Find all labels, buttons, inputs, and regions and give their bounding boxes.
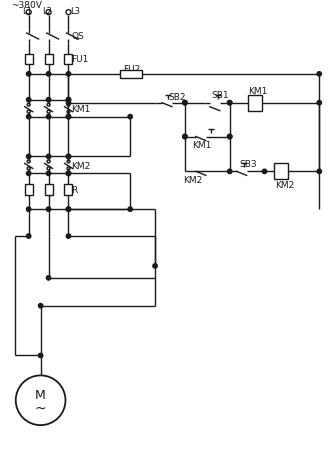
Circle shape — [27, 234, 31, 239]
Bar — [25, 55, 33, 65]
Circle shape — [128, 115, 132, 120]
Circle shape — [317, 170, 321, 174]
Circle shape — [46, 276, 51, 280]
Bar — [45, 185, 53, 196]
Text: L2: L2 — [42, 7, 52, 15]
Text: R: R — [72, 185, 78, 194]
Text: FU2: FU2 — [123, 65, 141, 74]
Circle shape — [183, 101, 187, 106]
Circle shape — [317, 101, 321, 106]
Bar — [25, 185, 33, 196]
Text: ~380V: ~380V — [11, 0, 42, 10]
Circle shape — [27, 155, 31, 159]
Circle shape — [317, 72, 321, 77]
Circle shape — [66, 207, 71, 212]
Bar — [45, 55, 53, 65]
Bar — [65, 55, 73, 65]
Circle shape — [227, 170, 232, 174]
Circle shape — [46, 207, 51, 212]
Circle shape — [227, 135, 232, 139]
Text: L3: L3 — [71, 7, 81, 15]
Circle shape — [46, 115, 51, 120]
Text: KM1: KM1 — [192, 141, 211, 150]
Bar — [248, 96, 261, 111]
Circle shape — [66, 98, 71, 103]
Bar — [120, 71, 142, 79]
Text: KM1: KM1 — [249, 87, 268, 96]
Circle shape — [227, 101, 232, 106]
Circle shape — [66, 155, 71, 159]
Circle shape — [27, 172, 31, 176]
Text: SB1: SB1 — [212, 91, 229, 100]
Circle shape — [227, 101, 232, 106]
Text: FU1: FU1 — [72, 56, 89, 64]
Circle shape — [66, 115, 71, 120]
Circle shape — [27, 72, 31, 77]
Text: SB3: SB3 — [240, 160, 257, 168]
Circle shape — [183, 101, 187, 106]
Circle shape — [66, 101, 71, 106]
Circle shape — [183, 135, 187, 139]
Circle shape — [46, 172, 51, 176]
Circle shape — [46, 98, 51, 103]
Circle shape — [66, 98, 71, 103]
Circle shape — [66, 207, 71, 212]
Text: KM1: KM1 — [72, 105, 91, 114]
Circle shape — [66, 155, 71, 159]
Circle shape — [38, 354, 43, 358]
Text: KM2: KM2 — [72, 162, 91, 171]
Circle shape — [46, 72, 51, 77]
Circle shape — [27, 115, 31, 120]
Text: QS: QS — [72, 31, 84, 40]
Circle shape — [227, 135, 232, 139]
Bar — [65, 185, 73, 196]
Text: SB2: SB2 — [168, 93, 185, 102]
Text: L1: L1 — [22, 7, 32, 15]
Text: M: M — [35, 388, 46, 401]
Circle shape — [128, 207, 132, 212]
Circle shape — [66, 172, 71, 176]
Text: KM2: KM2 — [275, 181, 295, 189]
Circle shape — [66, 172, 71, 176]
Bar — [274, 164, 288, 180]
Circle shape — [262, 170, 267, 174]
Circle shape — [27, 98, 31, 103]
Circle shape — [38, 304, 43, 308]
Circle shape — [153, 264, 157, 268]
Circle shape — [66, 115, 71, 120]
Circle shape — [66, 72, 71, 77]
Circle shape — [27, 207, 31, 212]
Text: KM2: KM2 — [183, 176, 202, 184]
Circle shape — [66, 234, 71, 239]
Circle shape — [46, 155, 51, 159]
Text: ~: ~ — [35, 400, 46, 415]
Circle shape — [183, 135, 187, 139]
